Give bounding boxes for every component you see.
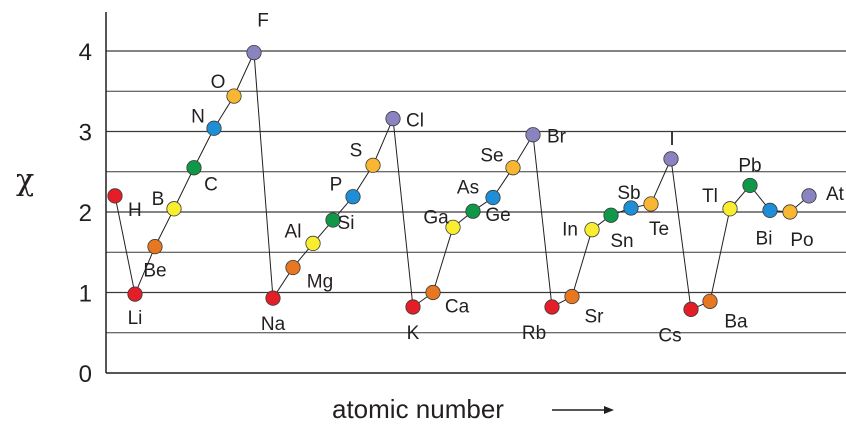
element-label-as: As <box>457 178 479 199</box>
data-point-na <box>265 290 281 306</box>
element-label-o: O <box>211 72 226 93</box>
element-label-ga: Ga <box>423 207 449 228</box>
element-label-at: At <box>826 184 845 205</box>
data-point-pb <box>742 177 758 194</box>
element-label-tl: Tl <box>702 186 718 207</box>
data-point-i <box>663 151 679 167</box>
data-point-o <box>226 88 242 104</box>
data-point-be <box>147 239 163 255</box>
data-point-tl <box>722 201 738 217</box>
x-axis-arrow-head <box>604 406 614 414</box>
y-tick-labels: 0 1 2 3 4 <box>79 39 92 388</box>
data-point-sr <box>564 288 580 305</box>
element-label-sr: Sr <box>585 307 605 328</box>
element-label-sn: Sn <box>610 231 633 252</box>
data-point-c <box>186 160 202 176</box>
data-point-s <box>365 157 381 173</box>
data-point-al <box>305 235 321 251</box>
element-label-cl: Cl <box>406 111 424 132</box>
y-axis-label: χ <box>16 163 34 198</box>
element-label-h: H <box>128 200 142 221</box>
element-label-be: Be <box>143 261 166 282</box>
element-label-pb: Pb <box>738 155 761 176</box>
data-point-bi <box>762 202 778 218</box>
data-point-ga <box>445 219 461 235</box>
element-label-bi: Bi <box>756 228 773 249</box>
data-point-si <box>325 212 341 228</box>
element-label-te: Te <box>649 219 669 240</box>
data-point-sb <box>623 200 639 216</box>
data-point-h <box>107 188 123 204</box>
y-tick-label: 4 <box>79 39 92 66</box>
data-point-k <box>405 299 421 315</box>
data-point-in <box>584 222 600 238</box>
element-label-ca: Ca <box>445 297 470 318</box>
element-label-s: S <box>350 140 363 161</box>
element-label-f: F <box>257 11 269 32</box>
element-label-ge: Ge <box>485 205 510 226</box>
y-tick-label: 0 <box>79 361 92 388</box>
element-label-c: C <box>204 175 218 196</box>
data-point-b <box>166 201 182 217</box>
data-point-mg <box>285 259 301 276</box>
element-label-k: K <box>407 323 420 344</box>
data-point-as <box>485 189 501 206</box>
data-point-p <box>345 189 361 205</box>
element-label-in: In <box>562 220 578 241</box>
element-label-ba: Ba <box>724 311 748 332</box>
element-label-n: N <box>191 106 205 127</box>
data-point-n <box>206 120 222 136</box>
element-label-si: Si <box>338 213 355 234</box>
data-point-te <box>643 196 659 212</box>
element-label-sb: Sb <box>617 183 640 204</box>
data-point-at <box>801 188 817 204</box>
data-point-se <box>505 160 521 176</box>
data-point-f <box>246 45 262 61</box>
data-point-ge <box>465 203 481 219</box>
data-point-rb <box>544 299 560 315</box>
data-point-cs <box>683 301 699 318</box>
element-label-na: Na <box>261 314 286 335</box>
data-point-sn <box>603 207 619 223</box>
element-label-i: I <box>669 129 674 150</box>
x-axis-arrow <box>552 406 614 414</box>
element-label-se: Se <box>480 146 503 167</box>
x-axis-label: atomic number <box>332 394 504 424</box>
data-point-po <box>782 204 798 220</box>
element-label-li: Li <box>128 308 143 329</box>
element-label-mg: Mg <box>307 272 333 293</box>
element-label-cs: Cs <box>658 325 681 346</box>
element-label-po: Po <box>790 230 813 251</box>
element-label-rb: Rb <box>522 323 546 344</box>
element-label-b: B <box>152 189 165 210</box>
data-point-li <box>127 286 143 302</box>
y-tick-label: 1 <box>79 281 92 308</box>
element-label-al: Al <box>285 221 302 242</box>
data-point-br <box>525 127 541 143</box>
element-label-br: Br <box>547 127 567 148</box>
data-point-ca <box>425 284 441 301</box>
data-point-ba <box>702 293 718 309</box>
data-points <box>107 45 817 318</box>
y-tick-label: 3 <box>79 120 92 147</box>
data-point-cl <box>385 111 401 127</box>
element-label-p: P <box>330 175 343 196</box>
y-tick-label: 2 <box>79 200 92 227</box>
